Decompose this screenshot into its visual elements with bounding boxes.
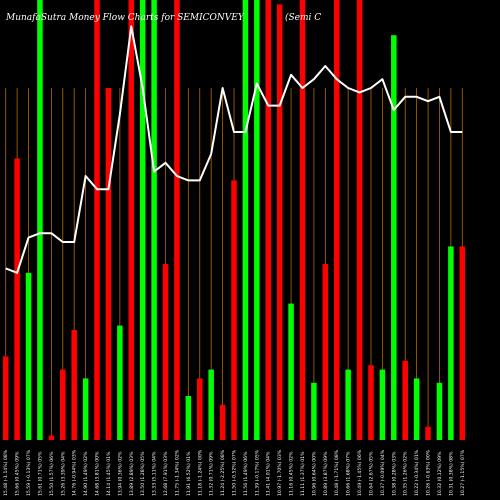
x-tick-label: 15.26 (3.39%) 04% <box>60 451 66 496</box>
money-flow-bar <box>242 0 249 440</box>
money-flow-bar <box>288 303 294 440</box>
money-flow-bar <box>117 325 123 440</box>
money-flow-bar <box>162 264 169 440</box>
x-tick-label: 14.76 (-0.94%) 03% <box>72 449 78 496</box>
x-tick-label: 11.24 (-2.25%) 08% <box>220 449 226 496</box>
money-flow-bars <box>2 0 466 441</box>
money-flow-bar <box>60 369 66 440</box>
x-tick-label: 13.94 (0.36%) 02% <box>117 451 123 496</box>
x-tick-label: 14.68 (3.81%) 00% <box>95 451 101 496</box>
money-flow-bar <box>219 404 226 440</box>
x-tick-label: 11.91 (6.52%) 01% <box>186 451 192 496</box>
money-flow-bar <box>311 382 317 440</box>
money-flow-bar <box>276 4 283 441</box>
x-tick-label: 10.27 (-1.15%) 07% <box>460 449 466 496</box>
money-flow-bar <box>208 369 214 440</box>
x-tick-label: 10.48 (-1.71%) 08% <box>334 449 340 496</box>
money-flow-bar <box>254 0 260 440</box>
money-flow-bar <box>333 0 340 440</box>
money-flow-bar <box>197 378 203 440</box>
x-tick-label: 15.48 (-1.14%) 08% <box>3 449 9 496</box>
money-flow-bar <box>14 158 20 440</box>
x-tick-label: 13.33 (5.11%) 04% <box>152 451 158 496</box>
money-flow-bar <box>402 360 408 440</box>
money-flow-bar <box>2 356 9 440</box>
money-flow-bar <box>139 0 146 440</box>
x-tick-label: 11.39 (-0.17%) 05% <box>254 449 260 496</box>
money-flow-bar <box>436 382 443 440</box>
money-flow-bar <box>174 0 180 440</box>
x-tick-label: 10.64 (2.67%) 05% <box>368 451 374 496</box>
x-tick-label: 10.49 (-1.45%) 06% <box>357 449 363 496</box>
x-tick-label: 12.68 (7.91%) 03% <box>163 451 169 496</box>
x-tick-label: 13.89 (2.89%) 03% <box>129 451 135 496</box>
x-tick-label: 15.61 (0.71%) 05% <box>37 451 43 496</box>
money-flow-bar <box>185 396 192 440</box>
x-tick-label: 11.11 (1.37%) 01% <box>300 451 306 496</box>
x-tick-label: 11.32 (0.71%) 09% <box>209 451 215 496</box>
price-line <box>5 25 463 274</box>
money-flow-bar <box>128 0 135 440</box>
money-flow-bar <box>231 180 237 440</box>
money-flow-bar <box>379 369 386 440</box>
money-flow-bar <box>448 246 454 440</box>
money-flow-bar <box>151 0 157 440</box>
x-tick-label: 15.59 (-0.13%) 07% <box>26 449 32 496</box>
x-tick-label: 10.31 (0.38%) 08% <box>448 451 454 496</box>
x-tick-label: 10.96 (0.64%) 00% <box>311 451 317 496</box>
x-tick-label: 15.66 (0.45%) 09% <box>15 451 21 496</box>
x-tick-label: 10.89 (3.87%) 09% <box>323 451 329 496</box>
chart-title-right: (Semi C <box>285 12 321 23</box>
x-tick-label: 10.32 (0.12%) 09% <box>437 451 443 496</box>
money-flow-bar <box>299 0 306 440</box>
x-tick-label: 10.26 (-0.63%) 00% <box>426 449 432 496</box>
money-flow-bar <box>37 0 43 440</box>
x-tick-label: 11.16 (0.45%) 02% <box>289 451 295 496</box>
money-flow-bar <box>82 378 89 440</box>
x-tick-label: 10.35 (1.26%) 02% <box>403 451 409 496</box>
x-tick-labels: 15.48 (-1.14%) 08% 15.66 (0.45%) 09% 15.59… <box>3 449 466 496</box>
money-flow-bar <box>71 330 77 440</box>
x-tick-label: 14.90 (1.49%) 02% <box>83 451 89 496</box>
money-flow-bar <box>105 88 112 440</box>
money-flow-bar <box>368 365 374 440</box>
x-tick-label: 10.37 (-0.09%) 04% <box>380 449 386 496</box>
money-flow-bar <box>425 426 431 440</box>
money-flow-bar <box>322 264 329 440</box>
x-tick-label: 10.66 (1.68%) 07% <box>346 451 352 496</box>
x-tick-label: 11.18 (-1.24%) 00% <box>197 449 203 496</box>
money-flow-bar <box>48 435 55 440</box>
price-line-layer <box>5 25 463 274</box>
x-tick-label: 10.38 (0.28%) 03% <box>391 451 397 496</box>
x-tick-label: 10.22 (-0.34%) 01% <box>414 449 420 496</box>
money-flow-bar <box>356 0 363 440</box>
money-flow-bar <box>413 378 420 440</box>
money-flow-bar <box>265 0 271 440</box>
money-flow-bar <box>94 0 100 440</box>
money-flow-bar <box>25 272 32 440</box>
x-tick-label: 11.41 (4.01%) 04% <box>266 451 272 496</box>
money-flow-bar <box>345 369 351 440</box>
x-tick-label: 15.50 (1.57%) 06% <box>49 451 55 496</box>
x-tick-label: 13.50 (1.28%) 05% <box>140 451 146 496</box>
chart-title: MunafaSutra Money Flow Charts for SEMICO… <box>5 13 245 23</box>
money-flow-bar <box>459 246 466 440</box>
x-tick-label: 11.50 (-0.52%) 07% <box>232 449 238 496</box>
x-tick-label: 10.97 (-1.70%) 03% <box>277 449 283 496</box>
x-tick-label: 11.56 (1.49%) 06% <box>243 451 249 496</box>
x-tick-label: 14.14 (1.45%) 01% <box>106 451 112 496</box>
x-tick-label: 11.75 (-1.34%) 02% <box>174 449 180 496</box>
money-flow-bar <box>391 35 397 440</box>
